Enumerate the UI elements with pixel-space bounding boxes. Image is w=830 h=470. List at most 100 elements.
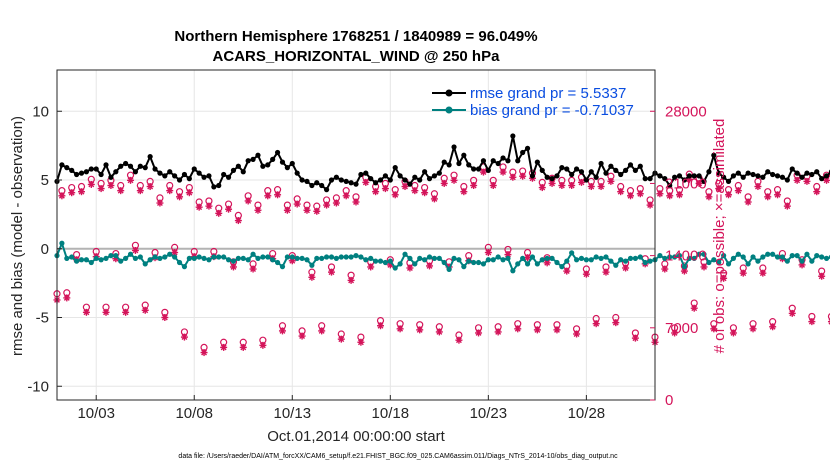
obs-assimilated-marker bbox=[176, 193, 184, 201]
obs-assimilated-stroke bbox=[789, 310, 796, 317]
bias-point bbox=[480, 261, 487, 267]
bias-point bbox=[103, 255, 109, 261]
obs-assimilated-marker bbox=[725, 191, 733, 199]
rmse-point bbox=[515, 158, 521, 164]
rmse-point bbox=[544, 174, 550, 180]
obs-assimilated-stroke bbox=[725, 191, 732, 198]
bias-point bbox=[93, 255, 99, 261]
obs-assimilated-stroke bbox=[299, 333, 306, 340]
rmse-point bbox=[98, 171, 104, 178]
obs-assimilated-marker bbox=[122, 308, 130, 316]
obs-assimilated-stroke bbox=[245, 198, 252, 204]
rmse-point bbox=[500, 155, 506, 161]
obs-assimilated-stroke bbox=[735, 187, 742, 194]
obs-assimilated-marker bbox=[631, 334, 639, 342]
bias-point bbox=[534, 261, 540, 267]
obs-assimilated-stroke bbox=[754, 183, 761, 190]
obs-assimilated-marker bbox=[803, 177, 811, 185]
obs-assimilated-stroke bbox=[730, 330, 737, 336]
obs-assimilated-stroke bbox=[671, 330, 678, 336]
data-file-footnote: data file: /Users/raeder/DAI/ATM_forcXX/… bbox=[178, 453, 618, 460]
bias-point bbox=[255, 255, 261, 261]
chart-title-line2: ACARS_HORIZONTAL_WIND @ 250 hPa bbox=[213, 48, 501, 65]
bias-point bbox=[657, 253, 663, 259]
bias-point bbox=[647, 258, 653, 264]
obs-assimilated-stroke bbox=[696, 180, 703, 187]
rmse-point bbox=[765, 169, 771, 175]
rmse-point bbox=[779, 174, 786, 180]
bias-point bbox=[211, 254, 217, 260]
legend: rmse grand pr = 5.5337 bias grand pr = -… bbox=[432, 85, 634, 119]
bias-point bbox=[711, 257, 717, 263]
obs-assimilated-marker bbox=[367, 263, 375, 271]
obs-assimilated-marker bbox=[504, 251, 512, 259]
bias-point bbox=[755, 258, 761, 264]
bias-point bbox=[363, 257, 369, 263]
obs-assimilated-marker bbox=[357, 338, 365, 346]
obs-assimilated-marker bbox=[205, 202, 213, 210]
obs-assimilated-marker bbox=[249, 265, 257, 273]
bias-point bbox=[500, 257, 506, 263]
rmse-point bbox=[686, 173, 692, 179]
obs-assimilated-stroke bbox=[103, 309, 109, 316]
obs-assimilated-marker bbox=[715, 185, 723, 193]
rmse-point bbox=[309, 182, 315, 189]
obs-assimilated-marker bbox=[391, 191, 399, 199]
bias-point bbox=[314, 255, 320, 261]
obs-assimilated-stroke bbox=[181, 334, 188, 341]
bias-point bbox=[441, 259, 447, 266]
x-tick-label: 10/08 bbox=[175, 405, 213, 422]
bias-point bbox=[549, 255, 555, 261]
bias-point bbox=[819, 254, 825, 260]
obs-assimilated-stroke bbox=[588, 183, 595, 190]
bias-point bbox=[417, 255, 423, 261]
bias-point bbox=[676, 253, 683, 259]
obs-assimilated-marker bbox=[617, 188, 625, 196]
obs-assimilated-stroke bbox=[500, 169, 506, 176]
x-tick-label: 10/28 bbox=[568, 405, 606, 422]
rmse-point bbox=[343, 178, 349, 184]
bias-point bbox=[299, 255, 305, 261]
bias-point bbox=[529, 254, 536, 260]
obs-assimilated-stroke bbox=[88, 181, 95, 188]
obs-assimilated-marker bbox=[602, 268, 610, 276]
bias-point bbox=[309, 262, 315, 268]
rmse-point bbox=[216, 182, 222, 189]
rmse-point bbox=[407, 181, 413, 187]
obs-assimilated-marker bbox=[362, 178, 370, 186]
obs-assimilated-stroke bbox=[455, 337, 462, 344]
rmse-point bbox=[299, 177, 305, 183]
bias-point bbox=[83, 257, 90, 263]
obs-assimilated-stroke bbox=[485, 249, 492, 256]
obs-assimilated-marker bbox=[102, 308, 110, 316]
obs-assimilated-marker bbox=[793, 176, 801, 184]
obs-assimilated-marker bbox=[695, 179, 703, 187]
bias-point bbox=[721, 253, 727, 259]
obs-assimilated-stroke bbox=[480, 169, 487, 176]
bias-point bbox=[637, 254, 643, 260]
obs-assimilated-marker bbox=[479, 168, 487, 176]
obs-assimilated-marker bbox=[489, 182, 497, 189]
rmse-point bbox=[657, 173, 663, 179]
obs-assimilated-marker bbox=[470, 182, 478, 189]
obs-assimilated-marker bbox=[553, 326, 561, 334]
obs-assimilated-stroke bbox=[656, 190, 663, 197]
obs-assimilated-marker bbox=[136, 187, 144, 195]
obs-assimilated-stroke bbox=[436, 328, 443, 335]
obs-assimilated-stroke bbox=[490, 182, 497, 189]
obs-assimilated-marker bbox=[107, 182, 115, 189]
rmse-point bbox=[221, 171, 227, 178]
bias-point bbox=[206, 257, 212, 263]
obs-assimilated-stroke bbox=[799, 261, 805, 268]
rmse-point bbox=[392, 165, 398, 171]
rmse-point bbox=[157, 170, 163, 176]
obs-assimilated-stroke bbox=[549, 180, 556, 187]
obs-assimilated-marker bbox=[416, 326, 424, 334]
bias-point bbox=[240, 255, 246, 261]
y-tick-label-left: 0 bbox=[41, 241, 49, 258]
obs-assimilated-marker bbox=[87, 180, 95, 188]
obs-assimilated-stroke bbox=[367, 264, 374, 270]
rmse-point bbox=[510, 133, 516, 139]
obs-assimilated-stroke bbox=[137, 187, 144, 194]
bias-point bbox=[265, 254, 271, 260]
